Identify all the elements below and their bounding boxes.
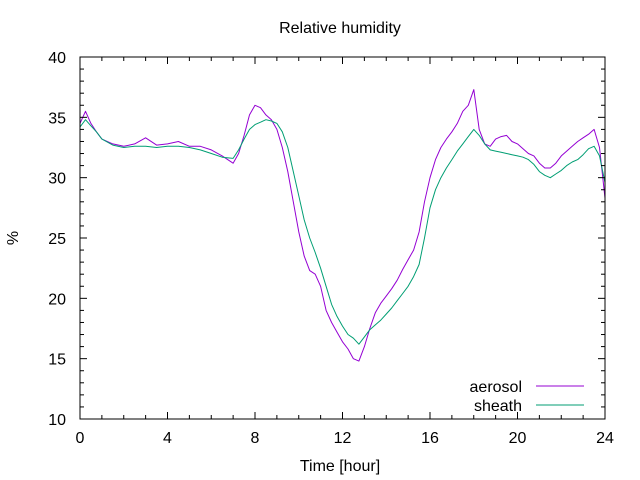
x-tick-label: 16 bbox=[421, 430, 439, 447]
y-axis-label: % bbox=[5, 231, 22, 245]
axes-layer: 0 4 8 12 16 20 24 10 15 20 25 30 35 40 bbox=[48, 50, 614, 447]
y-tick-label: 20 bbox=[48, 291, 66, 308]
x-axis-label: Time [hour] bbox=[300, 458, 380, 475]
chart-title: Relative humidity bbox=[279, 20, 401, 37]
x-tick-label: 8 bbox=[251, 430, 260, 447]
x-tick-label: 0 bbox=[76, 430, 85, 447]
x-tick-label: 12 bbox=[334, 430, 352, 447]
y-tick-label: 30 bbox=[48, 171, 66, 188]
plot-frame bbox=[79, 56, 606, 420]
y-tick-label: 35 bbox=[48, 110, 66, 127]
legend: aerosol sheath bbox=[470, 379, 584, 415]
series-layer bbox=[79, 89, 606, 362]
legend-label-sheath: sheath bbox=[474, 398, 522, 415]
y-tick-label: 10 bbox=[48, 412, 66, 429]
x-tick-label: 24 bbox=[596, 430, 614, 447]
series-line-aerosol bbox=[79, 89, 606, 362]
legend-label-aerosol: aerosol bbox=[470, 379, 522, 396]
y-tick-label: 25 bbox=[48, 231, 66, 248]
x-tick-label: 20 bbox=[509, 430, 527, 447]
y-tick-label: 15 bbox=[48, 352, 66, 369]
series-line-sheath bbox=[79, 119, 606, 345]
y-tick-label: 40 bbox=[48, 50, 66, 67]
x-tick-label: 4 bbox=[163, 430, 172, 447]
